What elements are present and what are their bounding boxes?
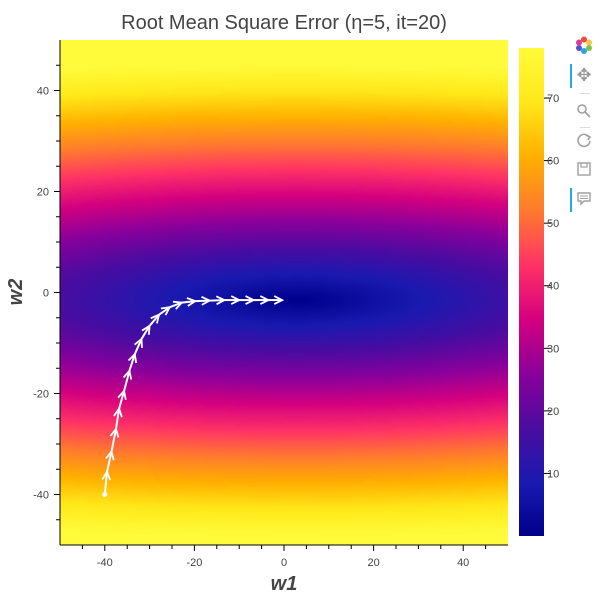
descent-arrow-head bbox=[273, 295, 285, 305]
colorbar-ticks: 10 20 30 40 50 60 70 bbox=[544, 93, 559, 480]
bokeh-logo-icon[interactable] bbox=[568, 32, 600, 58]
descent-step-segment bbox=[118, 390, 126, 409]
toolbar-divider bbox=[580, 93, 590, 94]
descent-step-segment bbox=[181, 300, 196, 304]
descent-step-segment bbox=[123, 370, 131, 392]
descent-step-segment bbox=[140, 325, 151, 340]
colorbar-tick-label: 50 bbox=[547, 218, 559, 230]
y-axis: -40 -20 0 20 40 bbox=[33, 40, 61, 545]
y-tick-label: 40 bbox=[37, 86, 49, 98]
descent-path bbox=[101, 295, 285, 497]
pan-tool[interactable]: ✥ bbox=[568, 62, 600, 88]
x-tick-label: -20 bbox=[186, 557, 202, 569]
descent-step-segment bbox=[110, 428, 117, 452]
descent-start-point bbox=[102, 492, 108, 497]
toolbar: ✥ bbox=[568, 30, 600, 230]
save-tool-icon bbox=[577, 162, 591, 176]
x-axis-label: w1 bbox=[271, 573, 298, 595]
colorbar-tick-label: 20 bbox=[547, 406, 559, 418]
hover-tool[interactable] bbox=[568, 186, 600, 212]
colorbar-tick-label: 40 bbox=[547, 281, 559, 293]
wheel-zoom-tool[interactable] bbox=[568, 98, 600, 124]
save-tool[interactable] bbox=[568, 156, 600, 182]
descent-step-segment bbox=[103, 471, 109, 495]
x-tick-label: 20 bbox=[367, 557, 379, 569]
y-tick-label: 20 bbox=[37, 187, 49, 199]
colorbar-tick-label: 10 bbox=[547, 468, 559, 480]
y-tick-label: -40 bbox=[33, 490, 49, 502]
wheel-zoom-tool-icon bbox=[577, 104, 591, 118]
hover-tool-icon bbox=[577, 192, 591, 206]
colorbar-tick-label: 30 bbox=[547, 343, 559, 355]
error-surface-heatmap bbox=[60, 40, 508, 545]
colorbar-tick-label: 60 bbox=[547, 156, 559, 168]
descent-step-segment bbox=[128, 353, 136, 372]
y-tick-label: -20 bbox=[33, 389, 49, 401]
colorbar: 10 20 30 40 50 60 70 bbox=[519, 48, 559, 536]
descent-step-segment bbox=[169, 301, 183, 309]
descent-step-segment bbox=[209, 299, 225, 302]
toolbar-divider bbox=[580, 127, 590, 128]
descent-step-segment bbox=[158, 306, 171, 316]
chart-title: Root Mean Square Error (η=5, it=20) bbox=[121, 12, 447, 34]
descent-step-segment bbox=[148, 314, 160, 327]
descent-step-segment bbox=[115, 408, 121, 430]
colorbar-tick-label: 70 bbox=[547, 93, 559, 105]
descent-step-segment bbox=[133, 338, 143, 355]
x-axis: -40 -20 0 20 40 bbox=[60, 544, 508, 569]
y-tick-label: 0 bbox=[43, 288, 49, 300]
x-tick-label: 0 bbox=[281, 557, 287, 569]
colorbar-gradient bbox=[519, 48, 544, 536]
heatmap-area[interactable] bbox=[60, 40, 508, 545]
pan-tool-icon: ✥ bbox=[576, 64, 592, 85]
x-tick-label: 40 bbox=[457, 557, 469, 569]
descent-step-segment bbox=[195, 299, 210, 303]
reset-tool-icon bbox=[577, 133, 592, 148]
y-axis-label: w2 bbox=[5, 279, 27, 306]
descent-step-segment bbox=[106, 451, 113, 472]
x-tick-label: -40 bbox=[97, 557, 113, 569]
reset-tool[interactable] bbox=[568, 127, 600, 153]
